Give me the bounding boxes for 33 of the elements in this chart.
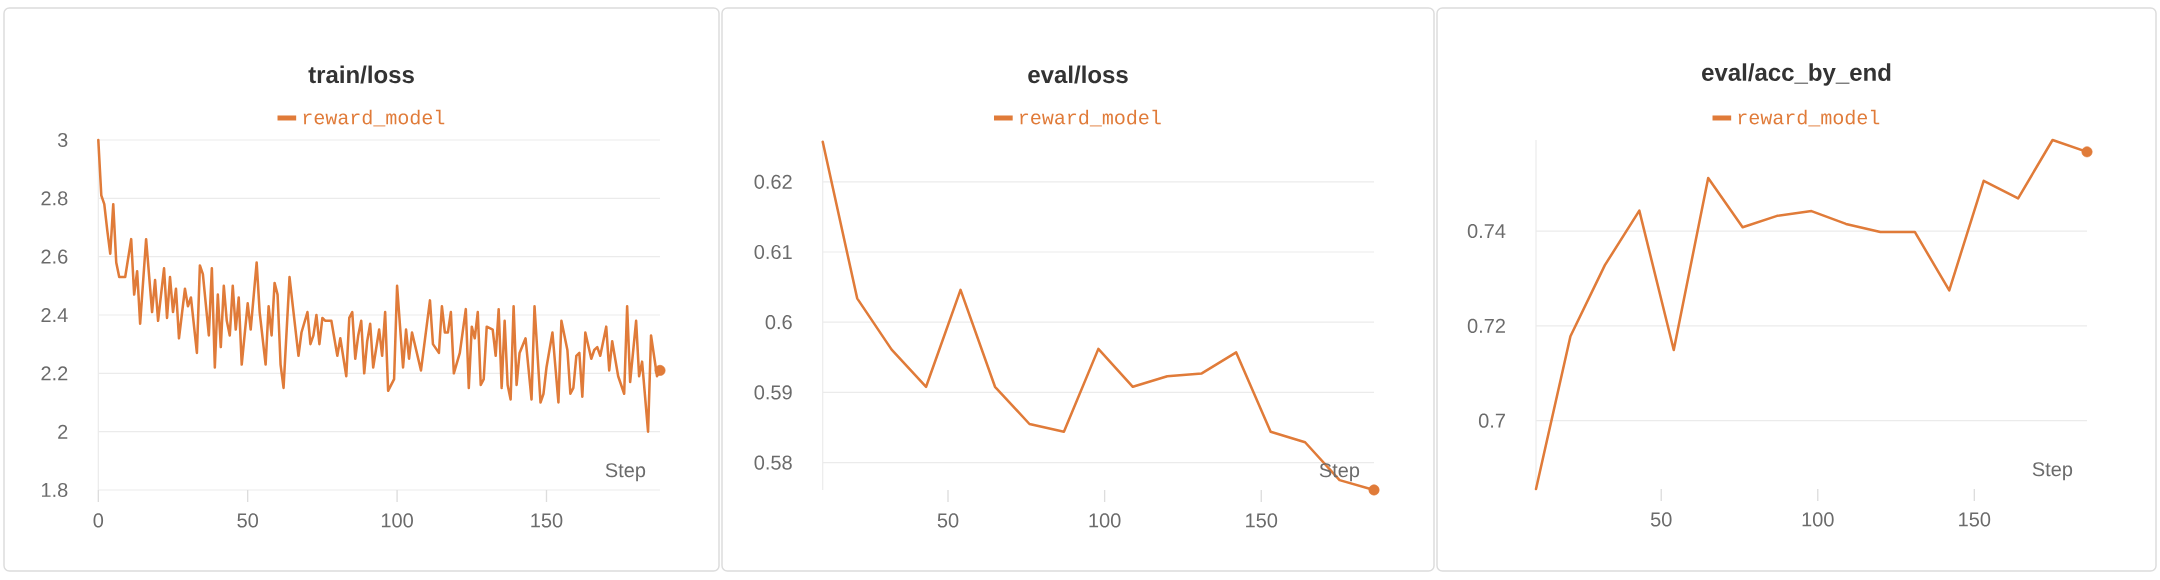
x-axis-title: Step <box>605 463 646 482</box>
y-tick-label: 0.6 <box>765 315 792 330</box>
y-tick-label: 0.58 <box>754 455 792 470</box>
x-tick-label: 0 <box>93 513 104 528</box>
legend-label: reward_model <box>303 109 445 127</box>
x-tick-label: 50 <box>937 513 959 528</box>
y-tick-label: 2.2 <box>41 366 68 381</box>
y-tick-label: 2 <box>58 424 68 439</box>
y-tick-label: 2.4 <box>41 308 68 322</box>
legend-label: reward_model <box>1738 109 1880 127</box>
y-tick-label: 2.6 <box>41 249 68 264</box>
y-tick-label: 3 <box>57 132 68 148</box>
chart-title: eval/acc_by_end <box>1702 63 1891 86</box>
chart-title: train/loss <box>308 65 414 84</box>
x-axis-title: Step <box>2032 462 2073 481</box>
y-tick-label: 1.8 <box>41 482 68 498</box>
x-tick-label: 100 <box>381 513 413 528</box>
y-tick-label: 0.72 <box>1467 318 1505 333</box>
chart-title: eval/loss <box>1028 65 1128 84</box>
x-tick-label: 150 <box>1246 513 1278 528</box>
y-tick-label: 0.74 <box>1467 223 1506 239</box>
x-tick-label: 50 <box>1650 512 1672 527</box>
x-tick-label: 150 <box>1959 512 1991 527</box>
x-tick-label: 100 <box>1089 513 1121 528</box>
y-tick-label: 0.7 <box>1478 413 1505 428</box>
y-tick-label: 0.61 <box>754 244 792 260</box>
y-tick-label: 0.59 <box>754 385 792 400</box>
legend-label: reward_model <box>1020 109 1161 127</box>
x-tick-label: 150 <box>531 513 563 528</box>
y-tick-label: 2.8 <box>41 191 68 206</box>
y-tick-label: 0.62 <box>754 174 792 189</box>
x-tick-label: 50 <box>237 513 259 528</box>
x-tick-label: 100 <box>1802 512 1834 527</box>
